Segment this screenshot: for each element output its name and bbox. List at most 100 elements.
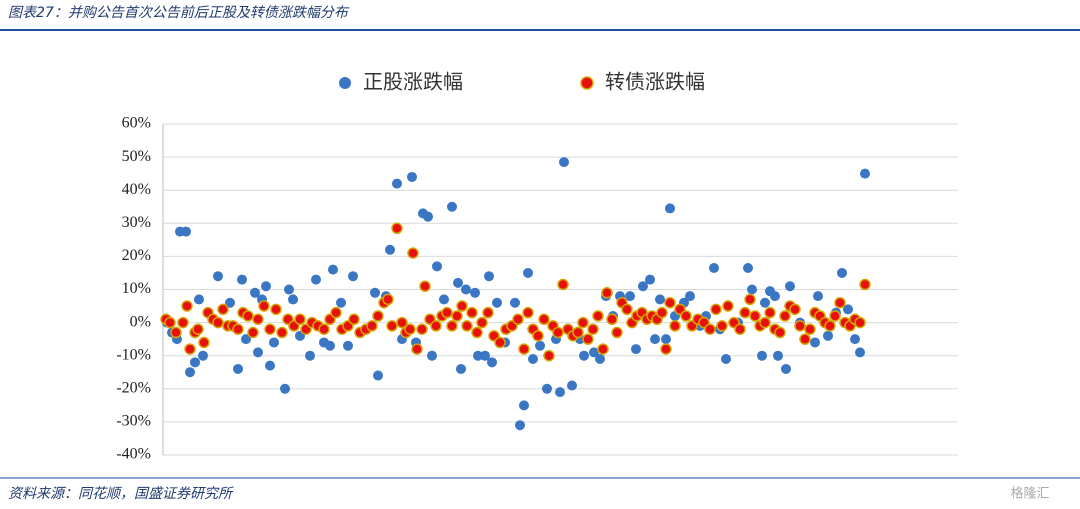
point xyxy=(656,306,668,319)
point xyxy=(739,306,751,319)
point xyxy=(482,306,494,319)
point xyxy=(859,278,871,291)
point xyxy=(757,350,767,361)
point xyxy=(704,323,716,335)
point xyxy=(595,354,605,365)
point xyxy=(510,297,520,308)
point xyxy=(743,262,753,273)
y-tick-label: -40% xyxy=(116,446,151,463)
point xyxy=(311,274,321,285)
point xyxy=(799,333,811,345)
point xyxy=(252,313,264,326)
point xyxy=(611,326,623,339)
y-tick-label: 40% xyxy=(122,181,151,198)
point xyxy=(461,284,471,295)
point xyxy=(212,316,224,329)
point xyxy=(542,383,552,394)
point xyxy=(487,357,497,368)
point xyxy=(386,320,398,332)
point xyxy=(423,211,433,222)
point xyxy=(592,310,604,322)
point xyxy=(242,310,254,322)
point xyxy=(233,363,243,374)
point xyxy=(669,320,681,332)
point xyxy=(294,313,306,326)
point xyxy=(716,320,728,332)
point xyxy=(185,367,195,378)
point xyxy=(336,297,346,308)
point xyxy=(843,304,853,315)
point xyxy=(764,306,776,319)
point xyxy=(391,222,403,235)
point xyxy=(446,320,458,332)
point xyxy=(258,300,270,312)
point xyxy=(232,323,244,335)
point xyxy=(779,310,791,322)
point xyxy=(655,294,665,305)
point xyxy=(747,284,757,295)
y-tick-label: -10% xyxy=(116,346,151,363)
point xyxy=(190,357,200,368)
point xyxy=(427,350,437,361)
point xyxy=(721,354,731,365)
point xyxy=(834,296,846,309)
point xyxy=(476,316,488,329)
point xyxy=(213,271,223,282)
legend-marker xyxy=(339,77,351,89)
point xyxy=(759,316,771,329)
point xyxy=(269,337,279,348)
point xyxy=(813,291,823,302)
point xyxy=(432,261,442,272)
point xyxy=(631,344,641,355)
point xyxy=(579,350,589,361)
point xyxy=(587,323,599,335)
point xyxy=(854,316,866,329)
point xyxy=(305,350,315,361)
point xyxy=(217,303,229,316)
y-tick-label: 60% xyxy=(122,115,151,132)
point xyxy=(366,320,378,332)
point xyxy=(192,323,204,335)
point xyxy=(523,267,533,278)
point xyxy=(451,310,463,322)
point xyxy=(447,201,457,212)
point xyxy=(372,310,384,322)
point xyxy=(270,303,282,316)
point xyxy=(164,316,176,329)
point xyxy=(519,400,529,411)
point xyxy=(543,349,555,362)
point xyxy=(348,271,358,282)
point xyxy=(664,296,676,309)
point xyxy=(461,320,473,332)
point xyxy=(512,313,524,326)
legend-label: 转债涨跌幅 xyxy=(605,70,705,94)
point xyxy=(181,300,193,312)
point xyxy=(466,306,478,319)
point xyxy=(709,262,719,273)
point xyxy=(557,278,569,291)
point xyxy=(621,303,633,316)
point xyxy=(250,287,260,298)
point xyxy=(650,334,660,345)
y-tick-label: -20% xyxy=(116,379,151,396)
watermark: 格隆汇 xyxy=(1010,486,1049,502)
point xyxy=(794,320,806,332)
point xyxy=(749,310,761,322)
point xyxy=(855,347,865,358)
point xyxy=(559,157,569,168)
point xyxy=(804,323,816,335)
point xyxy=(734,323,746,335)
point xyxy=(247,326,259,339)
point xyxy=(416,323,428,335)
point xyxy=(515,420,525,431)
point xyxy=(781,363,791,374)
point xyxy=(470,287,480,298)
point xyxy=(567,380,577,391)
point xyxy=(518,343,530,355)
point xyxy=(404,323,416,335)
point xyxy=(552,326,564,339)
point xyxy=(492,297,502,308)
point xyxy=(638,281,648,292)
point xyxy=(456,300,468,312)
